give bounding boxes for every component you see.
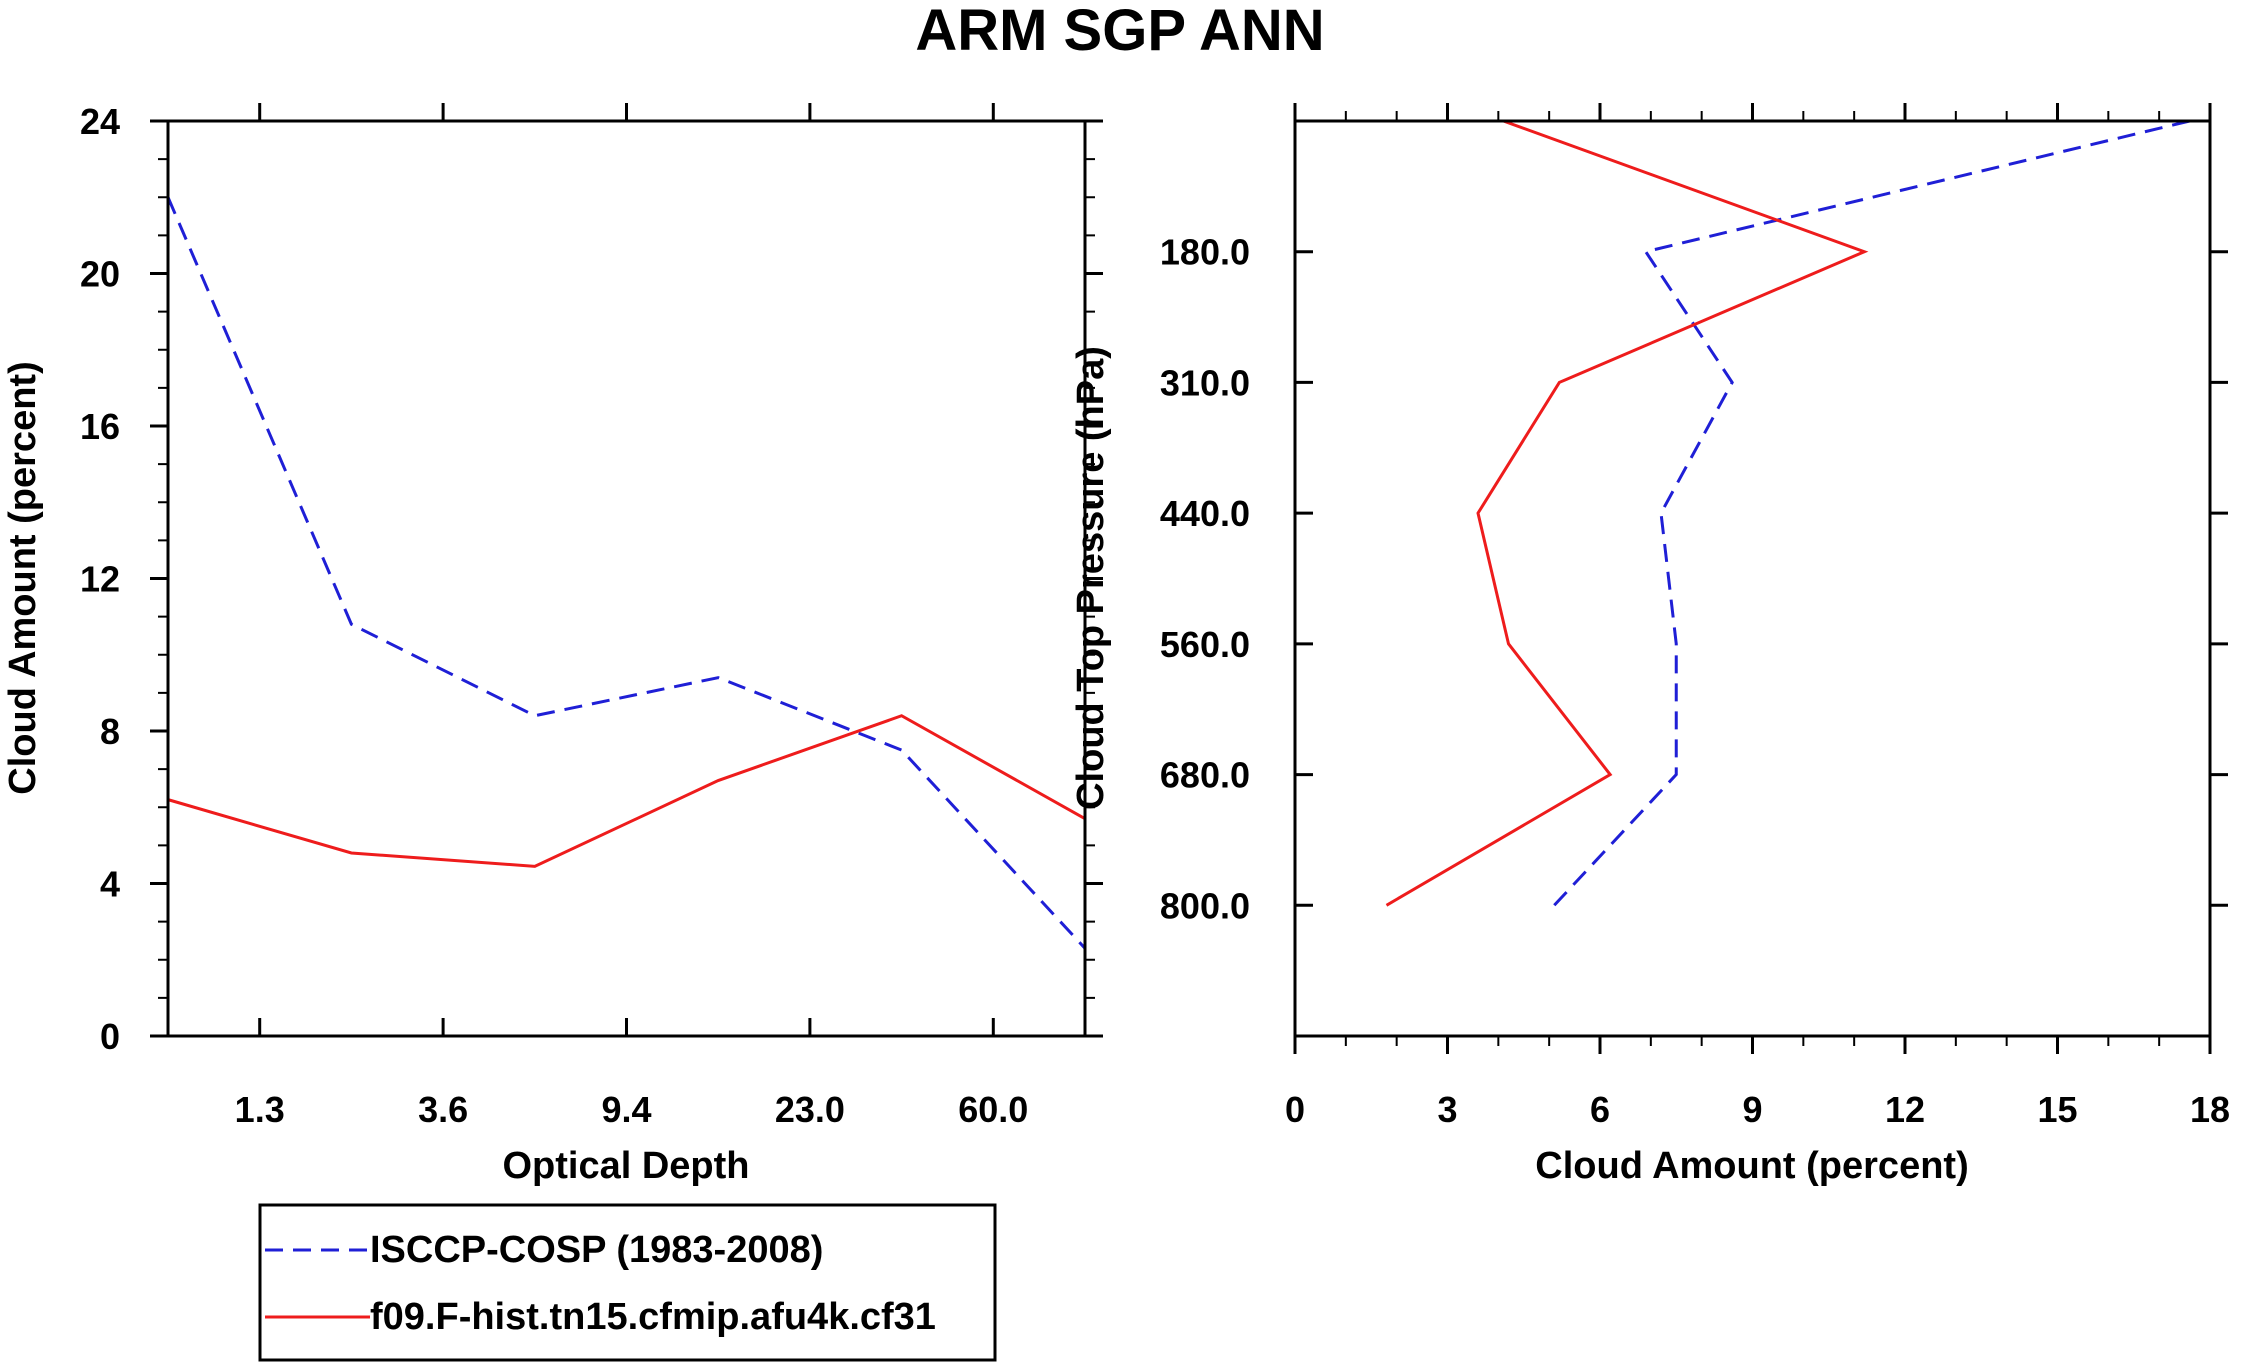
left-x-tick-label: 23.0 bbox=[775, 1089, 845, 1130]
left-y-tick-label: 12 bbox=[80, 559, 120, 600]
left-x-tick-labels: 1.3 3.6 9.4 23.0 60.0 bbox=[235, 1089, 1029, 1130]
right-x-tick-label: 18 bbox=[2190, 1089, 2230, 1130]
left-x-tick-label: 3.6 bbox=[418, 1089, 468, 1130]
left-series-isccp-line bbox=[166, 196, 1087, 950]
right-x-tick-label: 3 bbox=[1437, 1089, 1457, 1130]
left-x-tick-label: 1.3 bbox=[235, 1089, 285, 1130]
legend-box bbox=[258, 1203, 997, 1362]
right-x-tick-label: 6 bbox=[1590, 1089, 1610, 1130]
left-y-tick-label: 16 bbox=[80, 406, 120, 447]
left-x-tick-label: 60.0 bbox=[958, 1089, 1028, 1130]
left-y-tick-label: 0 bbox=[100, 1016, 120, 1057]
right-x-axis-label: Cloud Amount (percent) bbox=[1535, 1145, 1968, 1187]
right-axis-ticks bbox=[1293, 103, 2228, 1054]
right-y-tick-label: 310.0 bbox=[1160, 362, 1250, 403]
left-panel: 1.3 3.6 9.4 23.0 60.0 0 4 8 12 16 20 24 Optical De… bbox=[2, 101, 1103, 1187]
left-x-axis-label: Optical Depth bbox=[502, 1145, 749, 1187]
left-series-group bbox=[166, 196, 1087, 950]
right-x-tick-label: 15 bbox=[2037, 1089, 2077, 1130]
right-series-isccp-line bbox=[1553, 119, 2191, 907]
left-x-tick-label: 9.4 bbox=[601, 1089, 651, 1130]
right-x-tick-label: 0 bbox=[1285, 1089, 1305, 1130]
right-x-tick-label: 9 bbox=[1742, 1089, 1762, 1130]
right-panel: 0 3 6 9 12 15 18 180.0 310.0 440.0 560.0 680.0 800.… bbox=[1070, 103, 2230, 1187]
left-y-tick-labels: 0 4 8 12 16 20 24 bbox=[80, 101, 120, 1057]
left-plot-frame bbox=[166, 119, 1087, 1038]
right-y-tick-label: 440.0 bbox=[1160, 493, 1250, 534]
left-series-model-line bbox=[167, 714, 1086, 868]
left-y-axis-label: Cloud Amount (percent) bbox=[2, 361, 44, 794]
left-y-tick-label: 8 bbox=[100, 711, 120, 752]
legend: ISCCP-COSP (1983-2008) f09.F-hist.tn15.c… bbox=[258, 1203, 997, 1362]
legend-label-isccp: ISCCP-COSP (1983-2008) bbox=[370, 1229, 823, 1271]
left-y-tick-label: 24 bbox=[80, 101, 120, 142]
right-x-tick-labels: 0 3 6 9 12 15 18 bbox=[1285, 1089, 2230, 1130]
left-y-tick-label: 4 bbox=[100, 864, 120, 905]
right-series-group bbox=[1385, 119, 2191, 907]
right-y-tick-label: 680.0 bbox=[1160, 755, 1250, 796]
right-y-tick-label: 180.0 bbox=[1160, 232, 1250, 273]
right-series-model-line bbox=[1385, 119, 1869, 907]
right-y-tick-label: 800.0 bbox=[1160, 885, 1250, 926]
right-plot-frame bbox=[1293, 119, 2212, 1038]
right-y-tick-label: 560.0 bbox=[1160, 624, 1250, 665]
left-y-tick-label: 20 bbox=[80, 254, 120, 295]
right-x-tick-label: 12 bbox=[1885, 1089, 1925, 1130]
legend-label-model: f09.F-hist.tn15.cfmip.afu4k.cf31 bbox=[370, 1296, 936, 1338]
chart-title: ARM SGP ANN bbox=[915, 0, 1324, 63]
left-axis-ticks bbox=[150, 103, 1103, 1038]
right-y-tick-labels: 180.0 310.0 440.0 560.0 680.0 800.0 bbox=[1160, 232, 1250, 927]
right-y-axis-label: Cloud Top Pressure (hPa) bbox=[1070, 346, 1112, 810]
